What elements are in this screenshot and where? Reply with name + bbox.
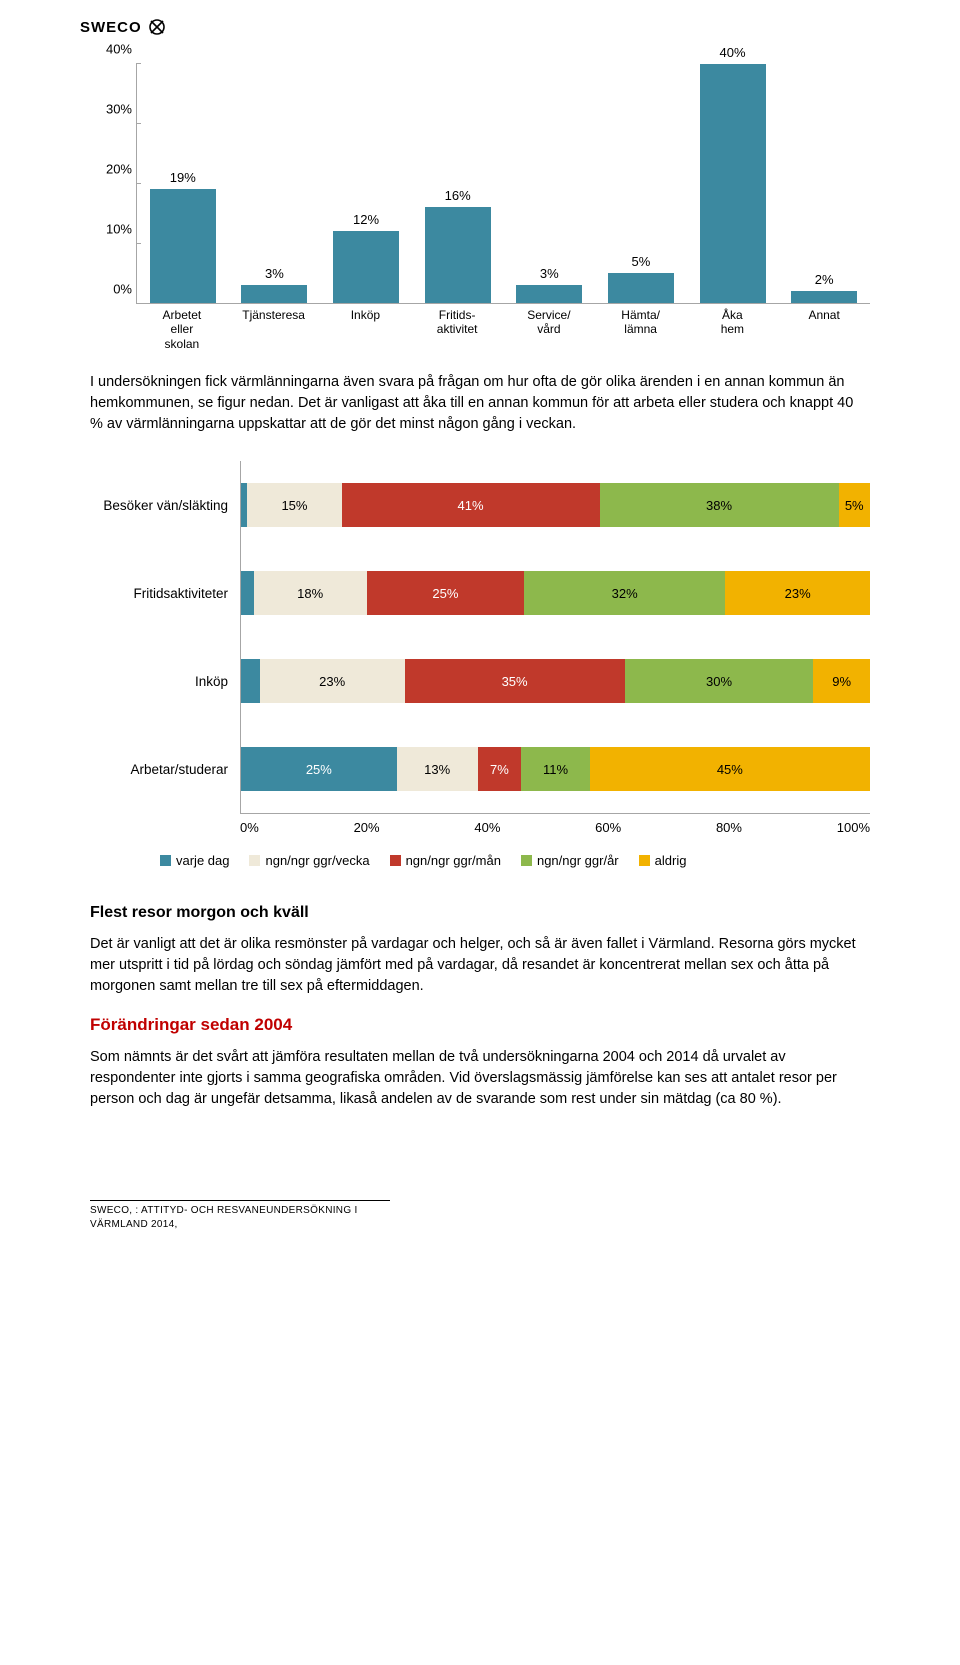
y-axis-tick: 40% (90, 42, 132, 57)
para-3: Som nämnts är det svårt att jämföra resu… (90, 1047, 870, 1110)
legend-label: ngn/ngr ggr/mån (406, 853, 501, 868)
x-axis-label: Hämta/lämna (595, 304, 687, 344)
x-axis-label: Fritids-aktivitet (411, 304, 503, 344)
legend-label: varje dag (176, 853, 229, 868)
bar: 5% (608, 273, 674, 303)
legend-item: aldrig (639, 853, 687, 868)
legend-swatch (390, 855, 401, 866)
logo-icon (148, 18, 166, 36)
paragraph: Som nämnts är det svårt att jämföra resu… (90, 1047, 870, 1110)
page-footer: SWECO, : ATTITYD- OCH RESVANEUNDERSÖKNIN… (90, 1200, 390, 1231)
stacked-chart: Besöker vän/släkting15%41%38%5%Fritidsak… (90, 461, 870, 868)
row-label: Arbetar/studerar (90, 762, 240, 777)
logo-text: SWECO (80, 19, 142, 36)
x-axis-label: Tjänsteresa (228, 304, 320, 344)
x-axis-tick: 20% (354, 820, 380, 835)
bar-value-label: 16% (445, 188, 471, 203)
legend-item: varje dag (160, 853, 229, 868)
footer-line-1: SWECO, : ATTITYD- OCH RESVANEUNDERSÖKNIN… (90, 1204, 390, 1218)
stacked-row: Inköp23%35%30%9% (90, 637, 870, 725)
bar: 40% (700, 64, 766, 303)
legend-swatch (249, 855, 260, 866)
brand-logo: SWECO (80, 18, 880, 36)
x-axis-label: Arbetetellerskolan (136, 304, 228, 344)
bar: 3% (241, 285, 307, 303)
row-label: Inköp (90, 674, 240, 689)
segment-ggr_ar: 32% (524, 571, 725, 615)
x-axis-label: Service/vård (503, 304, 595, 344)
segment-ggr_ar: 30% (625, 659, 814, 703)
y-axis-tick: 30% (90, 102, 132, 117)
legend-label: ngn/ngr ggr/år (537, 853, 619, 868)
bar: 3% (516, 285, 582, 303)
segment-ggr_man: 25% (367, 571, 524, 615)
legend-swatch (521, 855, 532, 866)
segment-aldrig: 9% (813, 659, 870, 703)
y-axis-tick: 0% (90, 282, 132, 297)
legend-item: ngn/ngr ggr/mån (390, 853, 501, 868)
legend-swatch (639, 855, 650, 866)
x-axis-label: Åkahem (687, 304, 779, 344)
bar-chart: 19% 3% 12% 16% 3% 5% 40% 2% ArbetetellerskolanT… (90, 64, 870, 344)
footer-line-2: VÄRMLAND 2014, (90, 1218, 390, 1232)
row-label: Fritidsaktiviteter (90, 586, 240, 601)
bar-value-label: 12% (353, 212, 379, 227)
bar-value-label: 5% (632, 254, 651, 269)
section-heading: Flest resor morgon och kväll (90, 904, 870, 922)
legend-item: ngn/ngr ggr/år (521, 853, 619, 868)
segment-ggr_man: 7% (478, 747, 522, 791)
segment-ggr_ar: 38% (600, 483, 839, 527)
para-1: I undersökningen fick värmlänningarna äv… (90, 372, 870, 435)
paragraph: Det är vanligt att det är olika resmönst… (90, 934, 870, 997)
stacked-row: Fritidsaktiviteter18%25%32%23% (90, 549, 870, 637)
stacked-bar: 15%41%38%5% (241, 483, 870, 527)
segment-ggr_man: 35% (405, 659, 625, 703)
red-heading: Förändringar sedan 2004 (90, 1015, 870, 1035)
x-axis-tick: 100% (837, 820, 870, 835)
bar-value-label: 3% (540, 266, 559, 281)
segment-varje_dag (241, 659, 260, 703)
segment-varje_dag (241, 571, 254, 615)
para-2: Det är vanligt att det är olika resmönst… (90, 934, 870, 997)
segment-ggr_vecka: 23% (260, 659, 405, 703)
stacked-bar: 18%25%32%23% (241, 571, 870, 615)
y-axis-tick: 20% (90, 162, 132, 177)
x-axis-label: Inköp (320, 304, 412, 344)
x-axis-tick: 80% (716, 820, 742, 835)
segment-ggr_vecka: 18% (254, 571, 367, 615)
stacked-row: Arbetar/studerar25%13%7%11%45% (90, 725, 870, 813)
bar-value-label: 40% (720, 45, 746, 60)
segment-ggr_vecka: 15% (247, 483, 341, 527)
legend-swatch (160, 855, 171, 866)
row-label: Besöker vän/släkting (90, 498, 240, 513)
segment-ggr_ar: 11% (521, 747, 590, 791)
stacked-row: Besöker vän/släkting15%41%38%5% (90, 461, 870, 549)
bar-value-label: 2% (815, 272, 834, 287)
bar-value-label: 3% (265, 266, 284, 281)
segment-aldrig: 45% (590, 747, 870, 791)
y-axis-tick: 10% (90, 222, 132, 237)
x-axis-label: Annat (778, 304, 870, 344)
segment-ggr_man: 41% (342, 483, 600, 527)
segment-ggr_vecka: 13% (397, 747, 478, 791)
legend-label: ngn/ngr ggr/vecka (265, 853, 369, 868)
bar: 16% (425, 207, 491, 303)
segment-varje_dag: 25% (241, 747, 397, 791)
bar: 2% (791, 291, 857, 303)
bar-value-label: 19% (170, 170, 196, 185)
bar: 12% (333, 231, 399, 303)
x-axis-tick: 40% (474, 820, 500, 835)
x-axis-tick: 60% (595, 820, 621, 835)
stacked-bar: 25%13%7%11%45% (241, 747, 870, 791)
paragraph: I undersökningen fick värmlänningarna äv… (90, 372, 870, 435)
bar: 19% (150, 189, 216, 303)
stacked-bar: 23%35%30%9% (241, 659, 870, 703)
segment-aldrig: 23% (725, 571, 870, 615)
legend-label: aldrig (655, 853, 687, 868)
segment-aldrig: 5% (839, 483, 870, 527)
legend-item: ngn/ngr ggr/vecka (249, 853, 369, 868)
x-axis-tick: 0% (240, 820, 259, 835)
